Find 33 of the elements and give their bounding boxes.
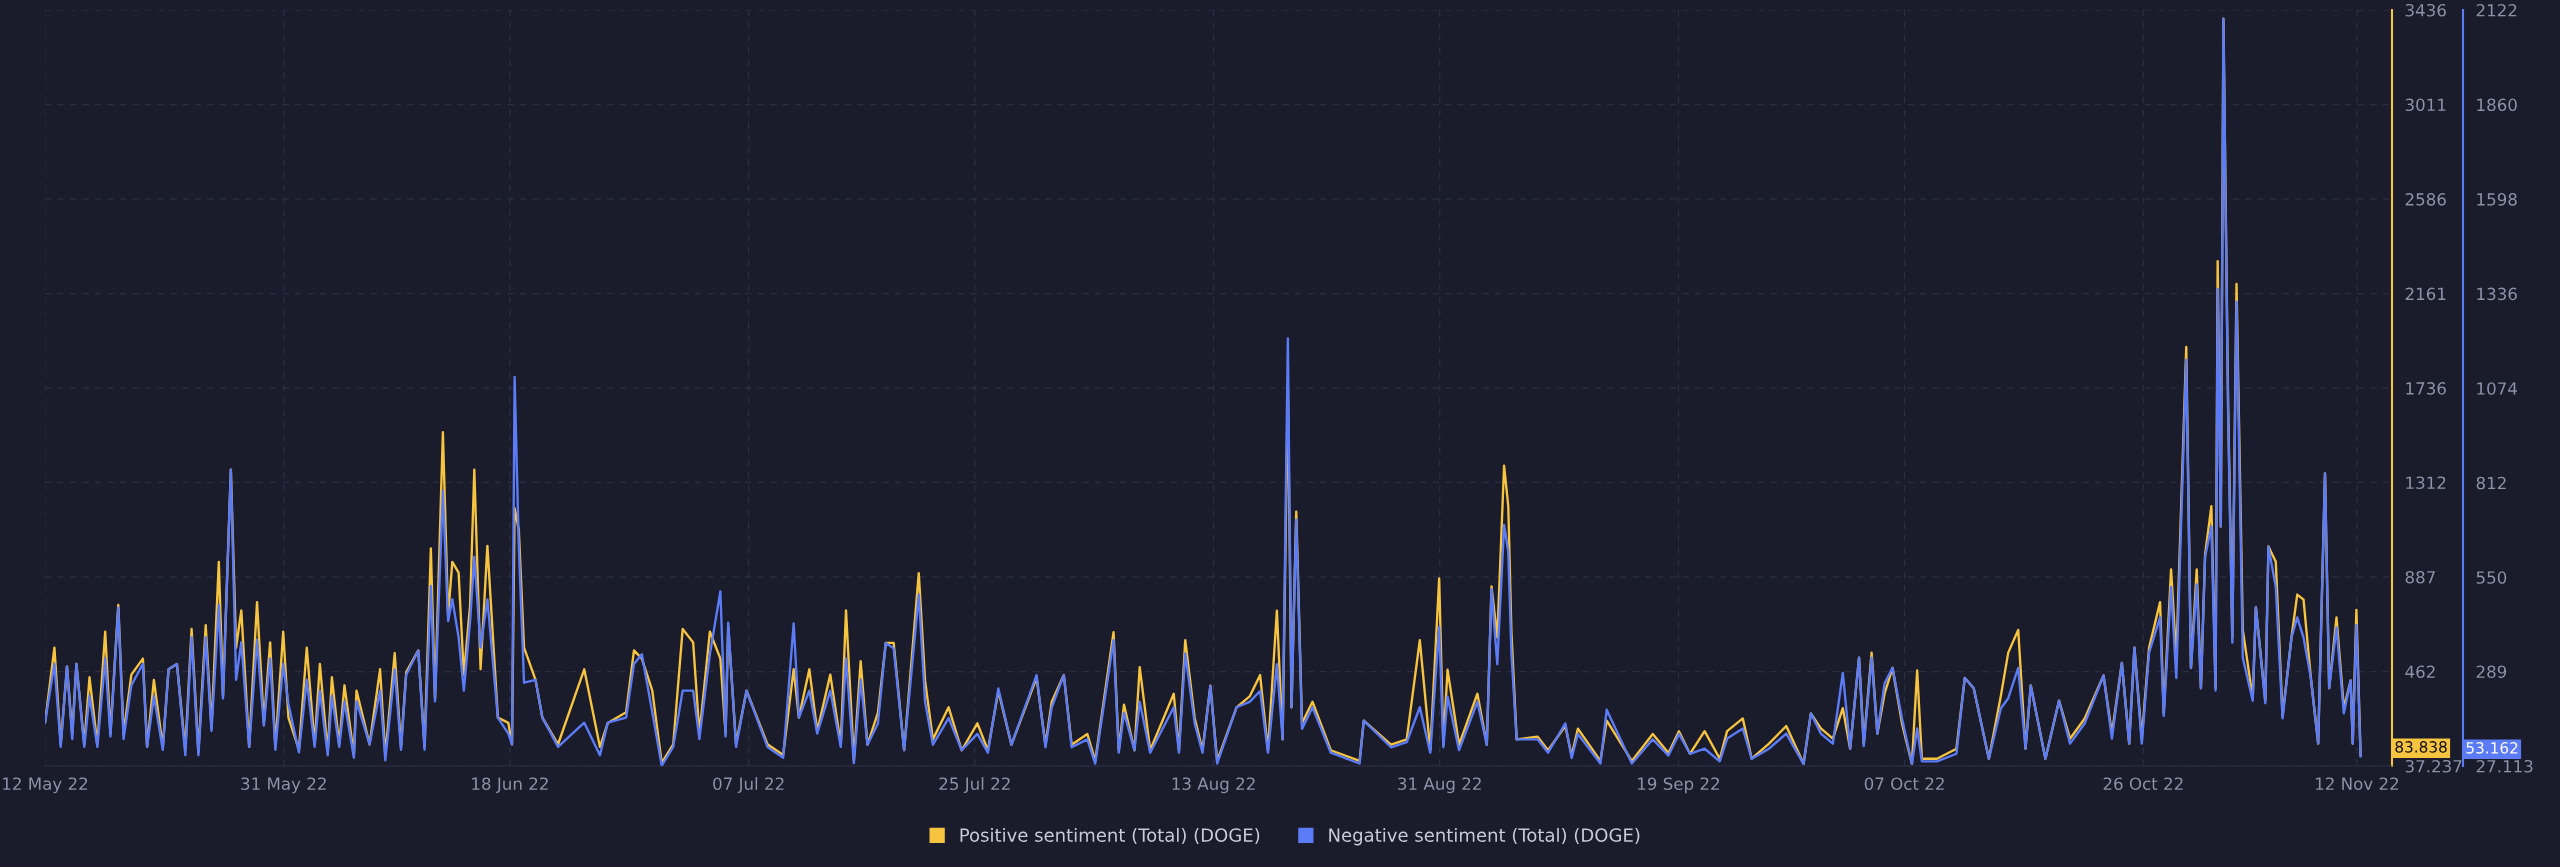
y2-tick-label: 2122	[2476, 3, 2517, 17]
x-tick-label: 13 Aug 22	[1172, 777, 1255, 794]
y-tick-label: 1736	[2406, 382, 2446, 395]
y-tick-label: 3011	[2405, 98, 2446, 112]
x-tick-label: 07 Oct 22	[1864, 777, 1944, 791]
y-tick-label: 3436	[2405, 3, 2446, 17]
y2-tick-label: 1336	[2477, 287, 2517, 301]
y-tick-label: 37.237	[2405, 759, 2462, 773]
x-tick-label: 26 Oct 22	[2103, 777, 2183, 791]
y-tick-label: 2586	[2405, 193, 2446, 206]
x-tick-label: 12 Nov 22	[2315, 777, 2399, 791]
y-tick-label: 462	[2405, 665, 2435, 679]
y2-tick-label: 550	[2476, 571, 2507, 584]
x-tick-label: 31 Aug 22	[1398, 777, 1481, 794]
x-tick-label: 19 Sep 22	[1638, 777, 1719, 794]
y2-tick-label: 289	[2476, 665, 2507, 679]
y2-tick-label: 1598	[2477, 193, 2517, 206]
y-tick-label: 887	[2405, 570, 2435, 584]
y-tick-label: 1312	[2406, 476, 2446, 490]
legend-label: Negative sentiment (Total) (DOGE)	[1329, 827, 1640, 846]
text: 53.162	[2466, 742, 2518, 754]
y2-tick-label: 812	[2476, 476, 2506, 490]
y2-tick-label: 27.113	[2476, 759, 2533, 773]
x-tick-label: 07 Jul 22	[713, 777, 784, 794]
y2-tick-label: 1074	[2477, 382, 2517, 395]
legend-label: Positive sentiment (Total) (DOGE)	[960, 827, 1260, 845]
x-tick-label: 25 Jul 22	[939, 777, 1010, 794]
x-tick-label: 31 May 22	[241, 777, 326, 794]
x-tick-label: 18 Jun 22	[472, 777, 548, 794]
x-tick-label: 12 May 22	[3, 777, 88, 794]
y2-tick-label: 1860	[2477, 98, 2517, 112]
text: 83.838	[2395, 741, 2447, 753]
y-tick-label: 2161	[2405, 287, 2446, 301]
